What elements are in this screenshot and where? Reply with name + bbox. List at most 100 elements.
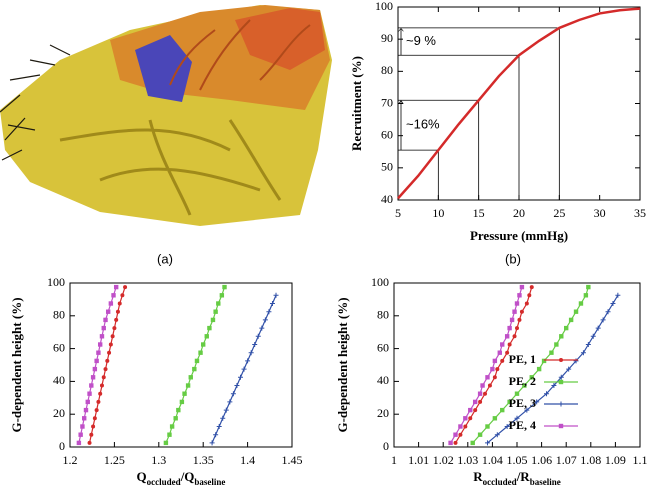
y-tick-label: 60 xyxy=(377,340,389,354)
point xyxy=(207,325,212,331)
point xyxy=(248,350,254,356)
point xyxy=(497,350,502,355)
x-tick-label: 1.08 xyxy=(580,453,601,467)
x-tick-label: 10 xyxy=(432,206,444,220)
point xyxy=(507,399,512,405)
point xyxy=(105,309,111,314)
point xyxy=(507,342,512,347)
point xyxy=(463,416,468,421)
point xyxy=(241,366,247,372)
render-trunk xyxy=(59,119,282,216)
point xyxy=(529,375,534,380)
point xyxy=(188,375,193,380)
point xyxy=(458,432,463,437)
series-line xyxy=(397,7,641,200)
point xyxy=(473,408,478,413)
x-axis-label: Roccluded/Rbaseline xyxy=(473,469,560,487)
point xyxy=(487,383,492,388)
point xyxy=(192,366,197,372)
point xyxy=(558,423,564,429)
label-part: R xyxy=(473,469,483,484)
y-tick-label: 100 xyxy=(371,275,389,289)
point xyxy=(91,424,96,429)
point xyxy=(478,399,483,404)
point xyxy=(83,407,89,413)
point xyxy=(230,391,236,397)
point xyxy=(544,391,550,397)
point xyxy=(512,309,517,314)
point xyxy=(220,415,226,421)
point xyxy=(213,432,219,438)
point xyxy=(185,383,191,388)
legend-label: PE, 3 xyxy=(509,396,536,410)
point xyxy=(110,334,115,339)
point xyxy=(509,317,515,323)
y-tick-label: 70 xyxy=(381,95,393,109)
point xyxy=(448,440,453,446)
point xyxy=(262,317,268,323)
point xyxy=(94,358,99,364)
point xyxy=(551,383,557,388)
point xyxy=(163,440,169,446)
legend-label: PE, 4 xyxy=(509,418,536,432)
point xyxy=(566,366,572,372)
point xyxy=(85,399,90,405)
point xyxy=(103,317,108,323)
point xyxy=(89,432,94,437)
label-part: occluded xyxy=(483,477,517,487)
point xyxy=(578,301,584,306)
point xyxy=(517,293,522,298)
point xyxy=(194,358,200,364)
point xyxy=(80,424,85,429)
point xyxy=(517,317,522,322)
legend-label: PE, 1 xyxy=(509,352,536,366)
point xyxy=(213,309,218,314)
point xyxy=(198,350,203,355)
series-line xyxy=(487,294,619,444)
point xyxy=(472,399,478,405)
point xyxy=(101,325,106,331)
point xyxy=(103,367,108,372)
point xyxy=(87,440,92,445)
x-tick-label: 1.35 xyxy=(193,453,214,467)
point xyxy=(105,358,110,363)
y-tick-label: 0 xyxy=(59,439,65,453)
y-tick-label: 80 xyxy=(53,308,65,322)
vascular-render xyxy=(0,5,332,226)
point xyxy=(568,317,574,323)
point xyxy=(514,301,520,306)
point xyxy=(468,416,473,421)
point xyxy=(504,334,510,339)
y-tick-label: 90 xyxy=(381,31,393,45)
point xyxy=(204,334,209,339)
point xyxy=(558,401,564,407)
point xyxy=(558,379,564,385)
point xyxy=(484,440,490,446)
point xyxy=(273,292,279,298)
point xyxy=(583,293,589,298)
point xyxy=(559,334,564,339)
point xyxy=(223,407,229,413)
point xyxy=(216,301,221,306)
point xyxy=(590,333,596,339)
point xyxy=(585,342,591,347)
point xyxy=(483,391,488,396)
point xyxy=(615,292,621,298)
render-branch xyxy=(169,19,311,91)
point xyxy=(477,391,483,396)
point xyxy=(492,416,498,421)
point xyxy=(96,399,101,404)
x-tick-label: 1.45 xyxy=(282,453,303,467)
point xyxy=(108,301,114,306)
point xyxy=(259,325,265,331)
point xyxy=(92,416,97,421)
x-tick-label: 1.06 xyxy=(531,453,552,467)
point xyxy=(108,342,113,347)
render-blue xyxy=(135,35,192,102)
point xyxy=(524,407,530,413)
label-part: /Q xyxy=(180,469,195,484)
point xyxy=(113,284,119,290)
point xyxy=(97,342,103,347)
y-axis-label: Recruitment (%) xyxy=(349,56,364,151)
